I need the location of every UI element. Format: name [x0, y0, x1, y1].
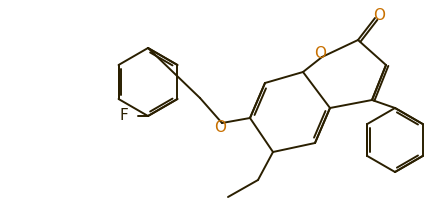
Text: O: O [314, 46, 326, 62]
Text: O: O [373, 7, 385, 23]
Text: O: O [214, 120, 226, 134]
Text: F: F [120, 108, 129, 124]
